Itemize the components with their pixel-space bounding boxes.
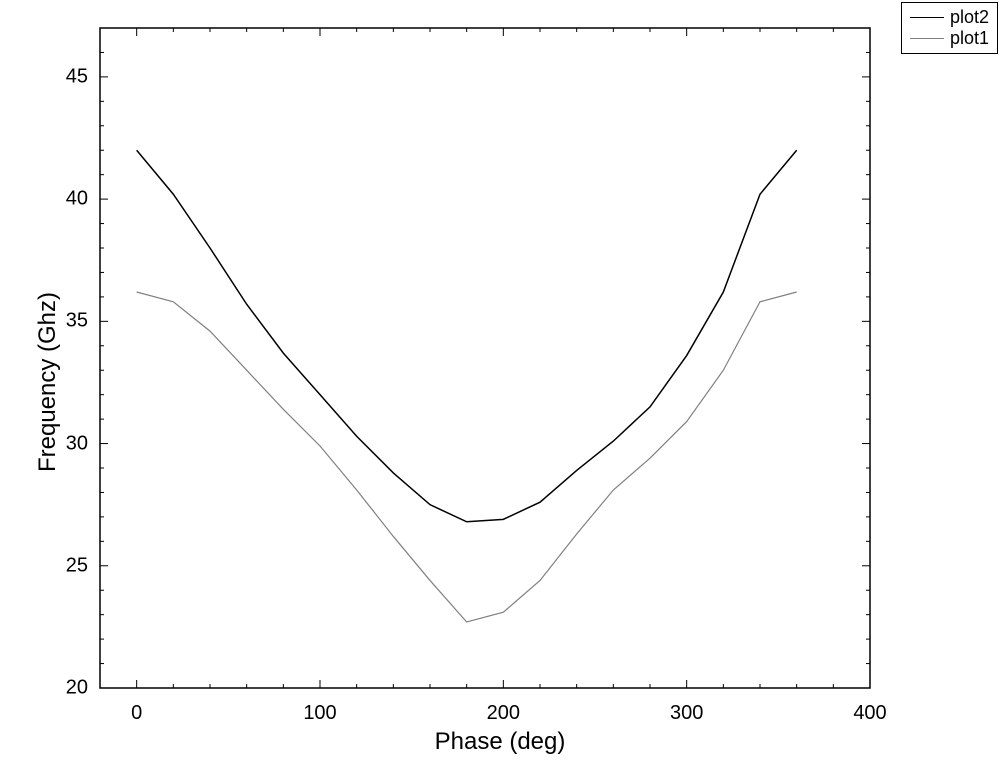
chart-container: Frequency (Ghz) Phase (deg) plot2 plot1 … [0,0,1000,764]
xtick-label: 200 [487,702,520,725]
ytick-label: 40 [66,188,88,211]
ytick-label: 20 [66,677,88,700]
legend-item-plot2: plot2 [910,7,989,28]
ytick-label: 30 [66,432,88,455]
xtick-label: 300 [670,702,703,725]
ytick-label: 25 [66,554,88,577]
xtick-label: 0 [131,702,142,725]
legend-item-plot1: plot1 [910,28,989,49]
ytick-label: 45 [66,65,88,88]
legend-label-plot2: plot2 [950,7,989,28]
legend-label-plot1: plot1 [950,28,989,49]
xtick-label: 400 [853,702,886,725]
xtick-label: 100 [303,702,336,725]
legend-line-plot2 [910,17,944,18]
legend: plot2 plot1 [901,2,998,54]
chart-svg [0,0,1000,764]
ytick-label: 35 [66,310,88,333]
legend-line-plot1 [910,38,944,39]
